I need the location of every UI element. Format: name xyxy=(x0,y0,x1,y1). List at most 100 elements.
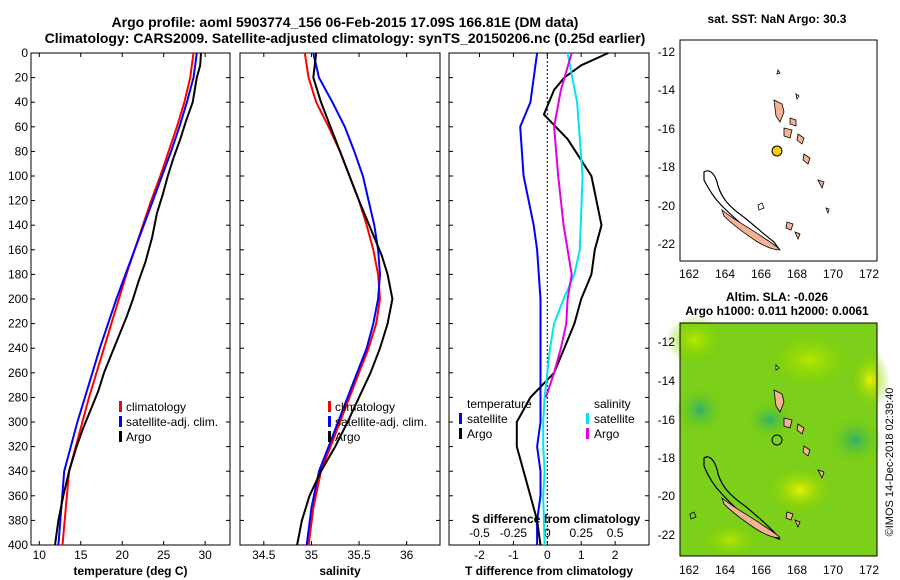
temperature-plot-area xyxy=(30,52,231,546)
legend-entry: Argo xyxy=(126,430,152,444)
legend-swatch xyxy=(459,428,462,439)
sla-map-x-ticks: 162 164 166 168 170 172 xyxy=(679,563,879,577)
vanuatu-island-6 xyxy=(817,179,825,190)
salinity-x-axis-label: salinity xyxy=(319,564,361,578)
depth-tick-label: 100 xyxy=(8,169,28,183)
vanuatu-island-5 xyxy=(802,153,811,165)
loyalty-island-2 xyxy=(794,519,801,529)
sst-map-y-tick: -16 xyxy=(658,122,676,136)
temperature-x-axis-label: temperature (deg C) xyxy=(73,564,187,578)
depth-tick-label: 220 xyxy=(8,317,28,331)
temperature-x-tick-label: 25 xyxy=(157,548,171,562)
loyalty-island-2 xyxy=(794,231,801,241)
temperature-panel: 0 20 40 60 80 100 120 140 160 180 200 220 240 260 280 3… xyxy=(8,46,231,578)
difference-x-tick-label: 1 xyxy=(578,548,585,562)
argo-float-marker xyxy=(771,145,783,157)
legend-entry: salinity xyxy=(594,397,631,411)
sla-anomaly-blob xyxy=(827,415,883,465)
sst-map-y-tick: -12 xyxy=(658,45,676,59)
vanuatu-island-3 xyxy=(783,417,793,429)
vanuatu-island-1 xyxy=(773,389,785,413)
legend-entry: climatology xyxy=(126,400,186,414)
sla-anomaly-blob xyxy=(850,350,890,410)
sla-map-y-ticks: -12 -14 -16 -18 -20 -22 xyxy=(658,335,676,542)
loyalty-island-1 xyxy=(785,221,794,231)
legend-entry: temperature xyxy=(467,397,532,411)
vanuatu-island-1 xyxy=(773,99,785,123)
new-caledonia-outline xyxy=(703,456,781,541)
sla-map-y-tick: -20 xyxy=(658,489,676,503)
temperature-x-tick-label: 20 xyxy=(116,548,130,562)
depth-tick-label: 0 xyxy=(21,46,28,60)
sla-anomaly-blob xyxy=(765,330,855,390)
depth-tick-label: 340 xyxy=(8,464,28,478)
small-islet-5 xyxy=(689,511,697,520)
depth-tick-label: 320 xyxy=(8,440,28,454)
sla-map: 162 164 166 168 170 172 -12 -14 -16 -18 … xyxy=(658,315,890,577)
vanuatu-island-4 xyxy=(796,423,805,435)
temperature-series-2-line xyxy=(54,52,202,546)
sla-anomaly-blob xyxy=(675,385,725,435)
difference-x-axis-label: T difference from climatology xyxy=(465,564,633,578)
salinity-diff-tick-label: 0.25 xyxy=(570,526,594,540)
salinity-x-tick-label: 35.5 xyxy=(347,548,371,562)
difference-x-tick-label: 0 xyxy=(544,548,551,562)
sst-map-y-tick: -20 xyxy=(658,199,676,213)
sst-map-x-tick: 172 xyxy=(859,267,879,281)
depth-tick-label: 260 xyxy=(8,366,28,380)
small-islet-3 xyxy=(757,202,765,211)
sla-map-x-tick: 162 xyxy=(679,563,699,577)
temperature-series-1-line xyxy=(57,52,198,546)
vanuatu-island-2 xyxy=(789,117,797,127)
depth-tick-label: 360 xyxy=(8,489,28,503)
legend-entry: Argo xyxy=(594,427,620,441)
salinity-diff-axis-label: S difference from climatology xyxy=(472,512,641,526)
sst-map-title: sat. SST: NaN Argo: 30.3 xyxy=(708,12,847,26)
title-line-1: Argo profile: aoml 5903774_156 06-Feb-20… xyxy=(112,14,579,30)
sst-map-x-tick: 168 xyxy=(787,267,807,281)
difference-panel: -2 -1 0 1 2 T difference from climatology -0.5… xyxy=(448,52,650,578)
depth-tick-label: 400 xyxy=(8,538,28,552)
salinity-x-tick-label: 35 xyxy=(305,548,319,562)
depth-tick-label: 40 xyxy=(15,95,29,109)
legend-swatch xyxy=(119,401,122,412)
salinity-plot-area xyxy=(239,52,441,546)
depth-tick-label: 60 xyxy=(15,120,29,134)
sla-anomaly-blob xyxy=(745,400,795,440)
vanuatu-island-4 xyxy=(796,133,805,145)
salinity-series-2-line xyxy=(296,52,394,546)
difference-series-0-line xyxy=(519,52,542,545)
salinity-diff-tick-label: -0.5 xyxy=(469,526,490,540)
legend-swatch xyxy=(328,401,331,412)
vanuatu-island-5 xyxy=(802,445,811,457)
difference-x-tick-label: -2 xyxy=(474,548,485,562)
title-line-2: Climatology: CARS2009. Satellite-adjuste… xyxy=(45,30,646,46)
sst-map-x-tick: 162 xyxy=(679,267,699,281)
difference-x-tick-label: 2 xyxy=(612,548,619,562)
depth-tick-label: 80 xyxy=(15,144,29,158)
sst-map-x-ticks: 162 164 166 168 170 172 xyxy=(679,267,879,281)
legend-swatch xyxy=(119,431,122,442)
argo-float-marker xyxy=(771,434,783,446)
sla-map-y-tick: -14 xyxy=(658,374,676,388)
small-islet-2 xyxy=(776,69,781,75)
new-caledonia-island xyxy=(721,496,781,539)
temperature-x-tick-label: 15 xyxy=(74,548,88,562)
sst-map-y-tick: -14 xyxy=(658,83,676,97)
sst-map-x-tick: 166 xyxy=(751,267,771,281)
legend-entry: satellite-adj. clim. xyxy=(335,415,427,429)
depth-tick-label: 20 xyxy=(15,71,29,85)
salinity-diff-tick-label: -0.25 xyxy=(500,526,528,540)
sla-map-x-tick: 166 xyxy=(751,563,771,577)
difference-series-3-line xyxy=(544,52,573,398)
sst-map-y-ticks: -12 -14 -16 -18 -20 -22 xyxy=(658,45,676,251)
depth-tick-label: 240 xyxy=(8,341,28,355)
legend-swatch xyxy=(586,413,589,424)
depth-tick-label: 140 xyxy=(8,218,28,232)
legend-swatch xyxy=(328,431,331,442)
difference-plot-area xyxy=(448,52,650,546)
legend-swatch xyxy=(586,428,589,439)
sst-map-x-tick: 164 xyxy=(715,267,735,281)
depth-tick-label: 380 xyxy=(8,513,28,527)
